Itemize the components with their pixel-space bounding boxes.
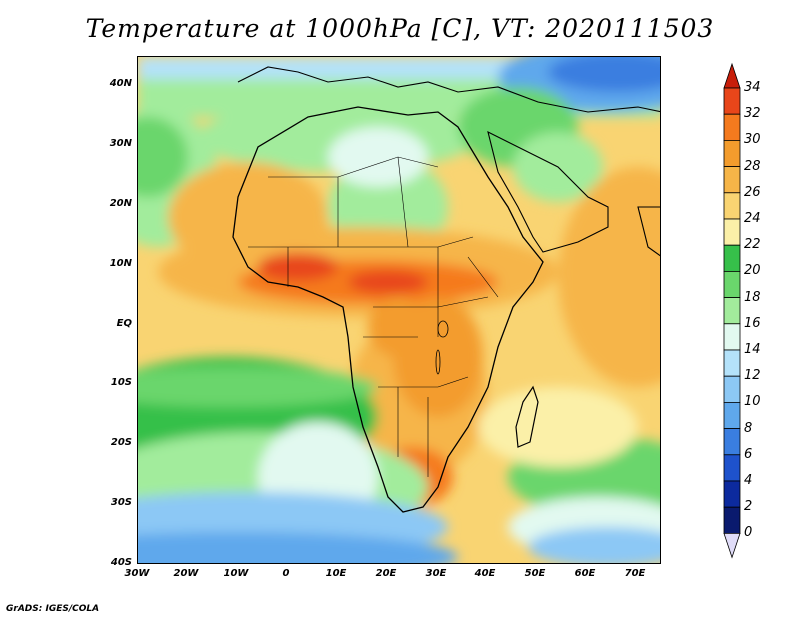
lat-label: EQ [116,318,132,329]
lon-label: 0 [282,568,290,579]
lon-label: 30E [425,568,447,579]
lat-label: 20S [110,437,132,448]
lat-label: 10S [110,377,132,388]
lon-label: 20W [173,568,199,579]
temperature-map [137,56,661,564]
colorbar [723,62,741,559]
lake-tanganyika [435,349,441,375]
colorbar-label: 10 [744,394,761,410]
lat-label: 30S [110,497,132,508]
colorbar-swatch [723,323,741,351]
colorbar-label: 8 [744,420,753,436]
colorbar-swatch [723,166,741,194]
map-title: Temperature at 1000hPa [C], VT: 20201115… [85,14,715,43]
colorbar-label: 20 [744,263,761,279]
colorbar-swatch [723,454,741,482]
colorbar-swatch [723,218,741,246]
map-canvas [138,57,660,563]
europe-coastline [237,66,660,113]
lake-victoria [437,320,449,338]
lat-label: 20N [109,198,132,209]
colorbar-label: 22 [744,237,761,253]
africa-coastline [232,106,544,513]
colorbar-label: 6 [744,446,753,462]
country-borders [248,156,499,477]
colorbar-label: 32 [744,106,761,122]
colorbar-swatch [723,87,741,115]
colorbar-swatch [723,140,741,168]
lon-label: 70E [624,568,646,579]
colorbar-swatch [723,480,741,508]
colorbar-max-triangle [723,62,741,89]
lon-label: 40E [474,568,496,579]
colorbar-swatch [723,506,741,534]
lon-label: 20E [375,568,397,579]
arabia-coastline [487,130,609,253]
colorbar-label: 26 [744,184,761,200]
colorbar-label: 2 [744,499,753,515]
colorbar-label: 14 [744,342,761,357]
lat-label: 10N [109,258,132,269]
colorbar-label: 30 [744,132,761,148]
colorbar-label: 18 [744,289,761,305]
colorbar-label: 16 [744,315,761,331]
lon-label: 10W [223,568,249,579]
lat-label: 40S [110,557,132,568]
colorbar-swatch [723,375,741,403]
colorbar-swatch [723,428,741,456]
lat-label: 40N [109,78,132,89]
india-coastline [637,206,660,257]
colorbar-swatch [723,401,741,429]
colorbar-swatch [723,244,741,272]
lon-label: 60E [574,568,596,579]
colorbar-swatch [723,113,741,141]
colorbar-label: 4 [744,473,753,488]
colorbar-swatch [723,297,741,325]
colorbar-label: 28 [744,158,761,174]
colorbar-label: 12 [744,368,761,384]
colorbar-label: 34 [744,80,761,95]
colorbar-label: 24 [744,211,761,226]
madagascar-coastline [515,385,539,448]
colorbar-label: 0 [744,525,753,541]
colorbar-swatch [723,192,741,220]
colorbar-swatch [723,349,741,377]
credit-text: GrADS: IGES/COLA [6,604,100,614]
colorbar-swatch [723,270,741,298]
colorbar-min-triangle [723,533,741,559]
lon-label: 50E [524,568,546,579]
lat-label: 30N [109,138,132,149]
lon-label: 10E [325,568,347,579]
lon-label: 30W [124,568,150,579]
